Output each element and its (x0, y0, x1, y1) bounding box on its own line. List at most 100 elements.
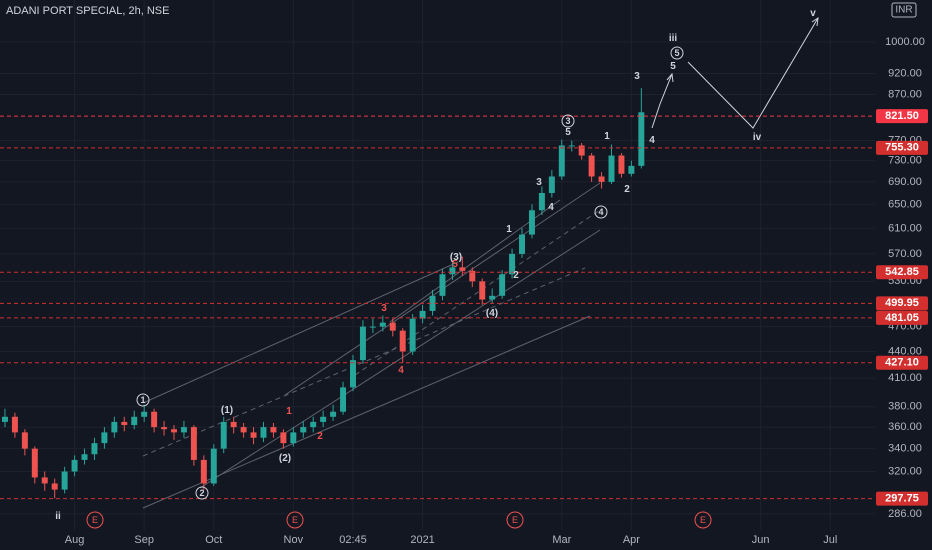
candle-body (310, 421, 317, 428)
price-label-box (876, 296, 928, 311)
candle-body (608, 155, 615, 182)
candle-body (528, 210, 535, 235)
wave-label: (2) (279, 453, 291, 464)
y-tick-label: 1000.00 (885, 36, 925, 48)
wave-label: iv (753, 132, 762, 143)
price-label-box (876, 355, 928, 370)
candle-body (290, 432, 297, 444)
candle-body (121, 421, 128, 426)
x-tick-label: 2021 (410, 534, 434, 546)
candle-body (230, 421, 237, 428)
x-tick-label: Mar (552, 534, 571, 546)
price-label: 821.50 (885, 110, 919, 122)
candle-body (111, 421, 118, 433)
currency[interactable]: INR (895, 5, 912, 16)
price-label: 481.05 (885, 312, 919, 324)
chart-title: ADANI PORT SPECIAL, 2h, NSE (6, 5, 169, 17)
event-badge[interactable] (286, 511, 304, 529)
candle-body (519, 234, 525, 254)
grid (0, 0, 875, 530)
wave-label: 4 (598, 207, 603, 217)
currency-box[interactable] (891, 2, 917, 18)
wave-label: 3 (634, 71, 640, 82)
candle-body (151, 411, 158, 428)
candle-body (449, 267, 456, 275)
candle-body (350, 360, 356, 388)
trend-line (142, 315, 591, 509)
candle-body (489, 295, 496, 300)
wave-label: 1 (286, 406, 292, 417)
wave-label: 2 (513, 270, 519, 281)
candle-body (220, 421, 227, 449)
event-badge[interactable] (86, 511, 104, 529)
wave-label: 3 (381, 303, 387, 314)
wave-label: 5 (565, 127, 571, 138)
wave-circle (195, 486, 209, 500)
wave-label: 2 (624, 184, 630, 195)
candle-body (320, 416, 327, 422)
candle-body (260, 427, 267, 438)
candle-body (101, 432, 108, 444)
candle-body (628, 165, 635, 174)
x-tick-label: Oct (205, 534, 222, 546)
candle-body (558, 145, 565, 177)
candle-body (250, 432, 257, 438)
x-tick-label: 02:45 (339, 534, 367, 546)
candle-body (379, 322, 386, 327)
event-label[interactable]: E (512, 515, 518, 525)
trend-line (142, 267, 586, 457)
candle-body (180, 427, 187, 433)
event-label[interactable]: E (292, 515, 298, 525)
candle-body (618, 155, 625, 174)
candle-body (240, 427, 247, 433)
wave-label: (1) (221, 405, 233, 416)
candle-body (409, 318, 416, 352)
event-label[interactable]: E (700, 515, 706, 525)
trend-line (354, 209, 601, 376)
event-label[interactable]: E (92, 515, 98, 525)
wave-label: 5 (674, 48, 679, 58)
wave-circle (670, 46, 684, 60)
trend-line (142, 261, 459, 404)
x-tick-label: Nov (284, 534, 304, 546)
wave-label: ii (55, 511, 61, 522)
price-label: 542.85 (885, 266, 919, 278)
candle-body (141, 411, 148, 417)
candle-body (578, 145, 585, 156)
candle-body (21, 432, 28, 449)
price-label: 499.95 (885, 297, 919, 309)
event-badge[interactable] (506, 511, 524, 529)
event-badge[interactable] (694, 511, 712, 529)
wave-label: 1 (506, 224, 512, 235)
wave-circle (136, 393, 150, 407)
candle-body (300, 427, 307, 433)
y-tick-label: 380.00 (888, 401, 922, 413)
wave-label: 5 (670, 61, 676, 72)
projection (651, 16, 819, 129)
candle-body (131, 416, 138, 426)
price-label-box (876, 491, 928, 506)
y-tick-label: 690.00 (888, 176, 922, 188)
price-label-box (876, 310, 928, 325)
candle-body (359, 326, 366, 361)
wave-label: iii (669, 33, 678, 44)
candle-body (210, 448, 217, 484)
y-tick-label: 610.00 (888, 222, 922, 234)
candle-body (538, 192, 545, 211)
wave-label: 4 (548, 202, 554, 213)
candle-body (51, 483, 58, 490)
candle-body (499, 274, 506, 296)
price-label-box (876, 265, 928, 280)
y-tick-label: 286.00 (888, 508, 922, 520)
candle-body (340, 387, 347, 412)
candle-body (161, 427, 168, 430)
wave-label: 5 (452, 259, 458, 270)
candle-body (330, 411, 337, 417)
wave-label: 1 (604, 131, 610, 142)
trend-line (199, 229, 601, 489)
candle-body (41, 477, 48, 484)
x-tick-label: Sep (134, 534, 154, 546)
candle-body (81, 454, 88, 460)
wave-label: 1 (140, 395, 145, 405)
